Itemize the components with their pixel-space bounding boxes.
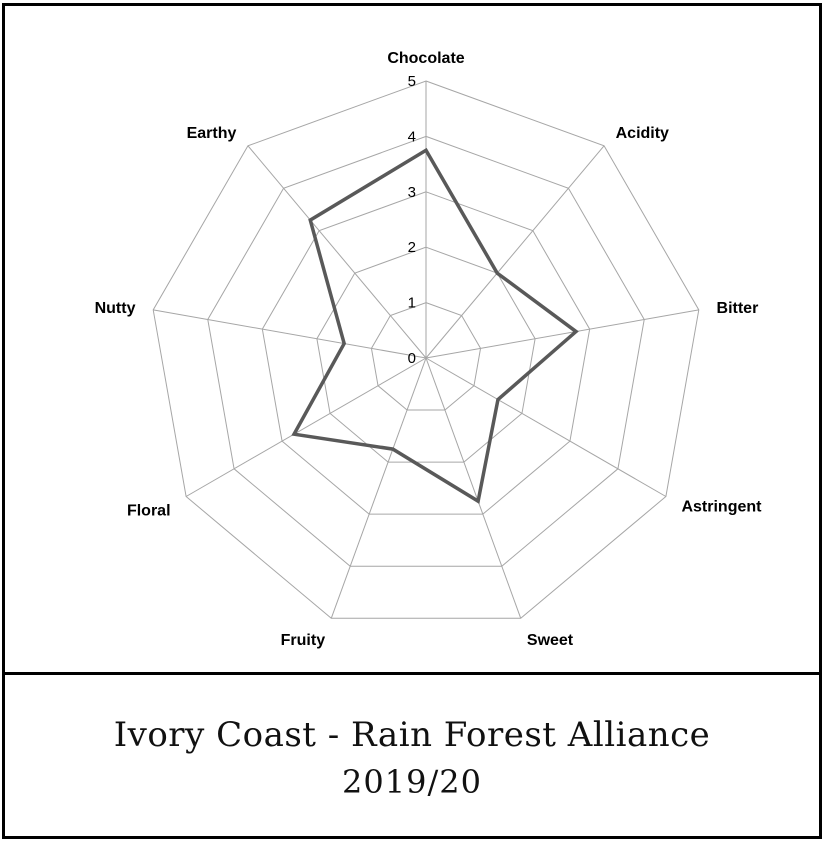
spoke-sweet xyxy=(425,357,522,619)
data-point-acidity xyxy=(495,271,499,275)
caption-title: Ivory Coast - Rain Forest Alliance xyxy=(113,714,711,755)
axis-label-fruity: Fruity xyxy=(281,632,326,649)
axis-label-nutty: Nutty xyxy=(95,300,136,317)
spoke-acidity xyxy=(425,145,605,359)
data-point-floral xyxy=(292,432,296,436)
data-point-astringent xyxy=(496,398,500,402)
spoke-astringent xyxy=(425,357,667,497)
grid-ring-5 xyxy=(152,80,700,619)
tick-label-2: 2 xyxy=(408,239,416,256)
tick-label-1: 1 xyxy=(408,295,416,312)
data-point-fruity xyxy=(391,447,395,451)
radar-chart: 0 1 2 3 4 5 Chocolate Acidity Bitter Astringent Sw… xyxy=(95,50,763,649)
data-point-sweet xyxy=(476,499,480,503)
grid-ring-4 xyxy=(207,135,645,567)
grid-ring-3 xyxy=(261,191,591,515)
spoke-earthy xyxy=(247,145,427,359)
axis-label-floral: Floral xyxy=(127,503,171,520)
chart-frame: 0 1 2 3 4 5 Chocolate Acidity Bitter Astringent Sw… xyxy=(2,3,822,839)
tick-label-0: 0 xyxy=(408,350,416,367)
spoke-bitter xyxy=(425,309,699,359)
data-point-earthy xyxy=(308,218,312,222)
spoke-fruity xyxy=(330,357,427,619)
axis-label-sweet: Sweet xyxy=(527,632,574,649)
data-point-chocolate xyxy=(424,148,428,152)
caption: Ivory Coast - Rain Forest Alliance 2019/… xyxy=(5,675,819,836)
chart-area: 0 1 2 3 4 5 Chocolate Acidity Bitter Astringent Sw… xyxy=(5,6,819,675)
tick-label-4: 4 xyxy=(408,128,416,145)
axis-label-acidity: Acidity xyxy=(616,125,669,142)
data-point-nutty xyxy=(342,342,346,346)
grid-ring-2 xyxy=(316,246,536,463)
spoke-floral xyxy=(185,357,427,497)
spoke-nutty xyxy=(153,309,427,359)
axis-label-chocolate: Chocolate xyxy=(387,50,464,67)
data-point-bitter xyxy=(574,330,578,334)
grid-ring-1 xyxy=(370,302,482,411)
tick-label-5: 5 xyxy=(408,73,416,90)
axis-label-earthy: Earthy xyxy=(187,125,237,142)
axis-label-astringent: Astringent xyxy=(681,499,762,516)
caption-season: 2019/20 xyxy=(342,762,482,801)
series-line-0 xyxy=(291,147,579,504)
tick-label-3: 3 xyxy=(408,184,416,201)
axis-label-bitter: Bitter xyxy=(717,300,759,317)
